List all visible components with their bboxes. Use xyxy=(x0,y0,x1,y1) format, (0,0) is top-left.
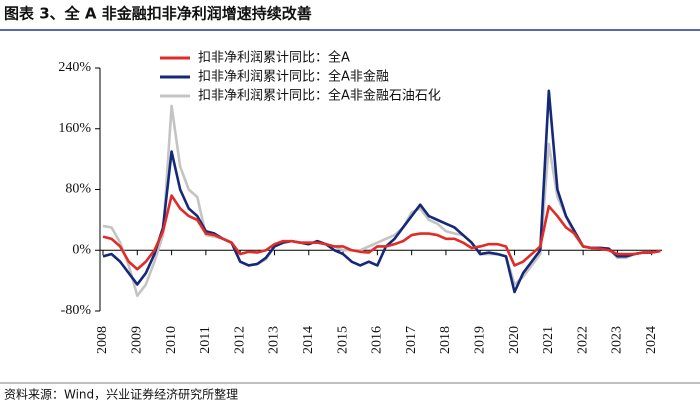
x-tick-label: 2018 xyxy=(438,326,453,354)
x-tick-label: 2014 xyxy=(301,326,316,354)
x-tick-label: 2024 xyxy=(644,326,659,354)
x-tick-label: 2020 xyxy=(507,326,522,354)
x-tick-label: 2022 xyxy=(575,326,590,354)
x-tick-label: 2010 xyxy=(164,326,179,354)
x-tick-label: 2019 xyxy=(472,326,487,354)
x-tick-label: 2008 xyxy=(95,326,110,354)
x-tick-label: 2013 xyxy=(267,326,282,354)
series-line xyxy=(102,89,661,294)
x-tick-label: 2021 xyxy=(541,326,556,354)
y-tick-label: 0% xyxy=(72,242,91,257)
y-tick-label: 80% xyxy=(65,182,91,197)
legend-label: 扣非净利润累计同比：全A非金融石油石化 xyxy=(198,88,441,104)
chart-title: 图表 3、全 A 非金融扣非净利润增速持续改善 xyxy=(4,5,312,23)
y-tick-label: 160% xyxy=(58,121,91,136)
legend-label: 扣非净利润累计同比：全A xyxy=(198,50,350,66)
x-tick-label: 2011 xyxy=(198,326,213,353)
x-tick-label: 2012 xyxy=(232,326,247,354)
source: 资料来源：Wind，兴业证券经济研究所整理 xyxy=(4,387,238,402)
y-tick-label: -80% xyxy=(61,303,92,318)
y-tick-label: 240% xyxy=(58,60,91,75)
x-tick-label: 2015 xyxy=(335,326,350,354)
x-tick-label: 2017 xyxy=(404,326,419,354)
x-tick-label: 2016 xyxy=(370,326,385,354)
x-tick-label: 2023 xyxy=(610,326,625,354)
series-line xyxy=(102,194,661,271)
legend-label: 扣非净利润累计同比：全A非金融 xyxy=(198,69,389,85)
x-tick-label: 2009 xyxy=(130,326,145,354)
